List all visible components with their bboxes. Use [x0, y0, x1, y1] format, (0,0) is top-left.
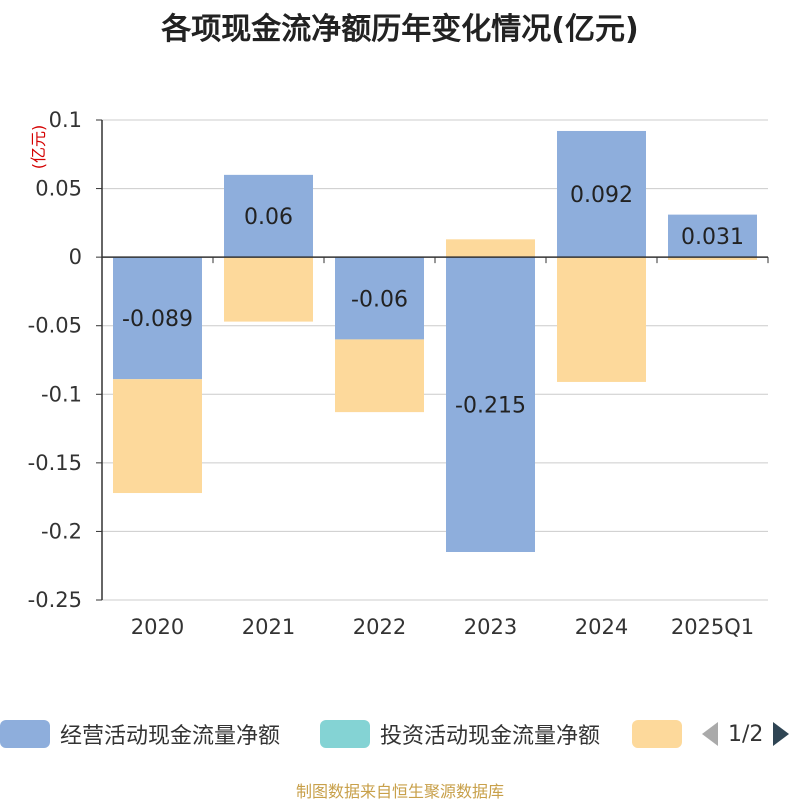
chart-title: 各项现金流净额历年变化情况(亿元) — [161, 12, 639, 47]
bar-operating — [446, 257, 535, 552]
legend-label-investing: 投资活动现金流量净额 — [380, 724, 601, 749]
bar-series1 — [113, 379, 202, 494]
y-tick-label: 0.1 — [49, 108, 82, 132]
bar-series1 — [335, 339, 424, 413]
legend-item-operating[interactable]: 经营活动现金流量净额 — [0, 716, 280, 752]
y-tick-label: -0.2 — [41, 519, 82, 543]
x-tick-label: 2022 — [353, 615, 406, 639]
legend-item-third[interactable] — [632, 716, 682, 752]
bar-series1 — [668, 257, 757, 260]
legend: 经营活动现金流量净额 投资活动现金流量净额 1/2 — [0, 716, 800, 752]
bar-operating — [557, 130, 646, 258]
bar-series1 — [557, 257, 646, 382]
x-tick-label: 2023 — [464, 615, 517, 639]
x-tick-label: 2025Q1 — [671, 615, 754, 639]
x-tick-label: 2021 — [242, 615, 295, 639]
bar-value-label: 0.031 — [681, 225, 744, 250]
y-tick-label: 0.05 — [35, 177, 82, 201]
legend-pager: 1/2 — [700, 716, 791, 752]
x-tick-label: 2020 — [131, 615, 184, 639]
y-axis-label: (亿元) — [29, 125, 48, 170]
legend-item-investing[interactable]: 投资活动现金流量净额 — [320, 716, 600, 752]
bar-value-label: -0.06 — [351, 287, 408, 312]
y-tick-label: -0.1 — [41, 382, 82, 406]
bar-operating — [224, 174, 313, 258]
legend-swatch-third — [632, 720, 682, 748]
bar-series1 — [446, 239, 535, 258]
bar-operating — [113, 257, 202, 380]
y-tick-label: 0 — [69, 245, 82, 269]
legend-label-operating: 经营活动现金流量净额 — [60, 724, 281, 749]
bar-operating — [335, 257, 424, 340]
bar-value-label: -0.215 — [455, 394, 526, 419]
bar-value-label: 0.06 — [244, 205, 293, 230]
bar-operating — [668, 214, 757, 258]
legend-swatch-operating — [0, 720, 50, 748]
pager-next-icon[interactable] — [771, 720, 791, 748]
y-tick-label: -0.25 — [28, 588, 82, 612]
x-tick-label: 2024 — [575, 615, 628, 639]
source-footer: 制图数据来自恒生聚源数据库 — [295, 782, 504, 801]
y-tick-label: -0.05 — [28, 314, 82, 338]
legend-swatch-investing — [320, 720, 370, 748]
y-tick-label: -0.15 — [28, 451, 82, 475]
cash-flow-chart: 0.1 0.05 0 -0.05 -0.1 -0.15 -0.2 -0.25 (亿元) -0.08… — [28, 108, 769, 639]
bar-series1 — [224, 257, 313, 322]
pager-page-indicator: 1/2 — [728, 721, 764, 747]
bar-value-label: -0.089 — [122, 307, 193, 332]
bar-value-label: 0.092 — [570, 183, 633, 208]
pager-prev-icon[interactable] — [700, 720, 720, 748]
